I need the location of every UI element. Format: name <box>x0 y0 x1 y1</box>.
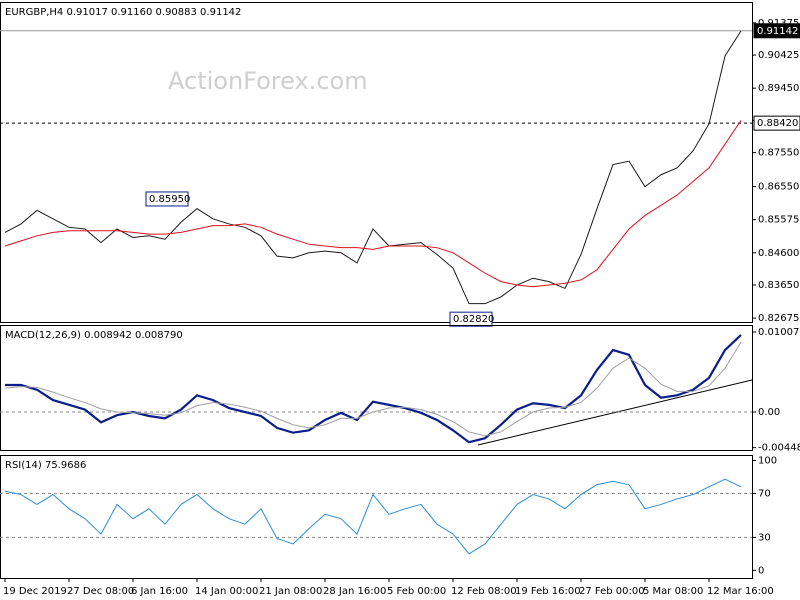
x-tick-label: 27 Feb 00:00 <box>579 586 645 597</box>
y-tick-label: 0.85575 <box>758 215 799 226</box>
x-tick-label: 12 Feb 08:00 <box>451 586 517 597</box>
x-tick-label: 21 Jan 08:00 <box>259 586 322 597</box>
y-tick-label: 0.90425 <box>758 50 799 61</box>
y-tick-label: 0.83650 <box>758 280 799 291</box>
annotation-label: 0.82820 <box>453 314 494 325</box>
y-tick-label: 100 <box>758 455 777 466</box>
x-tick-label: 19 Feb 16:00 <box>515 586 581 597</box>
y-tick-label: 30 <box>758 532 771 543</box>
panel-frame <box>0 2 753 323</box>
series-line <box>5 334 742 444</box>
annotation-box <box>449 311 493 327</box>
annotation-label: 0.85950 <box>149 194 190 205</box>
panel-title: MACD(12,26,9) 0.008942 0.008790 <box>5 330 183 341</box>
y-tick-label: 0.82675 <box>758 313 799 324</box>
trend-line <box>477 379 753 446</box>
x-tick-label: 5 Feb 00:00 <box>387 586 446 597</box>
y-tick-label: 0.01007 <box>758 327 799 338</box>
price-label: 0.88420 <box>757 118 798 129</box>
annotation-box <box>145 191 189 207</box>
x-tick-label: 27 Dec 08:00 <box>67 586 134 597</box>
y-tick-label: -0.004484 <box>758 443 800 454</box>
price-label-box <box>753 23 800 39</box>
price-label-box <box>753 115 800 131</box>
y-tick-label: 0.86550 <box>758 182 799 193</box>
y-tick-label: 0.87550 <box>758 148 799 159</box>
panel-frame <box>0 455 753 579</box>
watermark: ActionForex.com <box>168 67 368 95</box>
series-line <box>4 478 742 555</box>
y-tick-label: 0 <box>758 565 764 576</box>
x-tick-label: 6 Jan 16:00 <box>131 586 188 597</box>
price-label: 0.91142 <box>757 26 798 37</box>
panel-frame <box>0 325 753 451</box>
y-tick-label: 70 <box>758 488 771 499</box>
y-tick-label: 0.89450 <box>758 83 799 94</box>
series-line <box>4 341 742 437</box>
x-tick-label: 28 Jan 16:00 <box>323 586 386 597</box>
x-tick-label: 12 Mar 16:00 <box>707 586 774 597</box>
y-tick-label: 0.84600 <box>758 248 799 259</box>
panel-title: EURGBP,H4 0.91017 0.91160 0.90883 0.9114… <box>5 7 241 18</box>
series-line <box>4 30 742 305</box>
series-line <box>4 120 742 288</box>
x-tick-label: 14 Jan 00:00 <box>195 586 258 597</box>
x-tick-label: 5 Mar 08:00 <box>643 586 703 597</box>
panel-title: RSI(14) 75.9686 <box>5 460 86 471</box>
x-tick-label: 19 Dec 2019 <box>3 586 67 597</box>
y-tick-label: 0.00 <box>758 407 780 418</box>
